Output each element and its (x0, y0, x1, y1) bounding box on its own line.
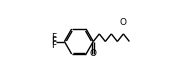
Text: O: O (120, 18, 127, 27)
Text: F: F (51, 41, 56, 50)
Text: F: F (51, 33, 56, 42)
Text: F: F (51, 37, 56, 46)
Text: O: O (90, 49, 97, 58)
